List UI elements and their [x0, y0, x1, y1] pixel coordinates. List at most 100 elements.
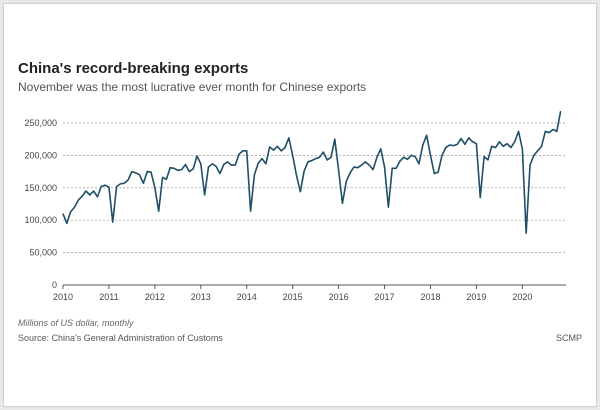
x-tick-label: 2019 [466, 292, 486, 302]
data-point [185, 164, 186, 165]
data-point [77, 199, 79, 201]
y-tick-label: 0 [52, 280, 57, 290]
data-point [123, 182, 125, 184]
data-point [353, 166, 355, 168]
data-point [422, 144, 424, 146]
data-point [215, 165, 217, 167]
x-tick-label: 2010 [53, 292, 73, 302]
data-point [169, 167, 171, 169]
data-point [288, 137, 290, 139]
data-point [139, 174, 140, 176]
data-point [120, 183, 121, 185]
data-point [387, 206, 389, 208]
data-point [307, 161, 309, 163]
data-point [556, 130, 558, 132]
data-point [326, 159, 328, 161]
series-layer [62, 110, 562, 234]
data-point [280, 150, 282, 152]
data-point [372, 169, 374, 171]
data-point [560, 110, 562, 112]
data-point [158, 210, 160, 212]
data-point [498, 141, 500, 143]
data-point [188, 171, 190, 172]
data-point [299, 191, 301, 193]
y-tick-label: 250,000 [24, 118, 57, 128]
data-point [97, 196, 98, 198]
data-point [208, 166, 209, 168]
data-point [223, 164, 225, 165]
data-point [521, 148, 523, 150]
data-point [273, 149, 274, 151]
y-tick-label: 50,000 [29, 248, 57, 258]
data-point [483, 156, 485, 158]
data-point [445, 147, 447, 148]
data-point [487, 159, 489, 161]
data-point [456, 143, 458, 145]
data-point [246, 150, 248, 152]
y-tick-label: 150,000 [24, 183, 57, 193]
data-point [70, 211, 72, 213]
data-point [112, 221, 114, 223]
data-point [518, 130, 519, 132]
data-point [437, 171, 439, 173]
data-point [231, 164, 232, 166]
data-point [100, 186, 102, 187]
data-point [181, 169, 183, 171]
axis-layer [62, 284, 566, 289]
x-tick-label: 2014 [237, 292, 257, 302]
data-point [449, 144, 451, 146]
data-point [533, 154, 535, 156]
data-point [361, 164, 362, 166]
data-point [433, 173, 435, 174]
data-point [430, 154, 431, 156]
data-point [407, 158, 408, 160]
data-point [349, 172, 351, 174]
data-point [376, 156, 378, 158]
y-tick-label: 200,000 [24, 150, 57, 160]
data-point [418, 163, 420, 165]
data-point [74, 206, 75, 208]
tick-layer: 0 50,000 100,000 150,000 200,000 250,000 2010 2… [24, 118, 532, 302]
data-point [464, 143, 466, 145]
data-point [472, 141, 474, 143]
source-note: Source: China's General Administration o… [18, 333, 223, 343]
publisher-credit: SCMP [555, 333, 582, 343]
data-point [514, 141, 516, 143]
x-tick-label: 2017 [375, 292, 395, 302]
data-point [89, 194, 91, 196]
data-point [284, 147, 286, 148]
data-point [66, 223, 68, 224]
data-point [242, 150, 244, 152]
x-tick-label: 2020 [512, 292, 532, 302]
data-point [529, 164, 531, 166]
data-point [142, 182, 144, 184]
data-point [541, 145, 542, 147]
data-point [234, 164, 236, 166]
data-point [380, 148, 382, 150]
data-point [127, 179, 129, 181]
data-point [364, 161, 366, 163]
data-point [250, 210, 251, 212]
chart-title: China's record-breaking exports [18, 60, 249, 77]
chart-card [3, 3, 597, 407]
x-tick-label: 2015 [283, 292, 303, 302]
x-tick-label: 2013 [191, 292, 211, 302]
data-point [62, 213, 64, 215]
series-line [62, 111, 562, 234]
data-point [476, 143, 477, 145]
data-point [399, 160, 401, 162]
data-point [368, 164, 370, 166]
data-point [219, 173, 221, 174]
data-point [227, 161, 228, 163]
data-point [395, 167, 397, 169]
y-tick-label: 100,000 [24, 215, 57, 225]
data-point [177, 169, 179, 171]
data-point [410, 154, 412, 156]
data-point [116, 186, 118, 187]
data-point [146, 171, 148, 172]
data-point [510, 147, 512, 148]
data-point [391, 167, 393, 169]
data-point [537, 150, 539, 152]
data-point [468, 137, 470, 139]
